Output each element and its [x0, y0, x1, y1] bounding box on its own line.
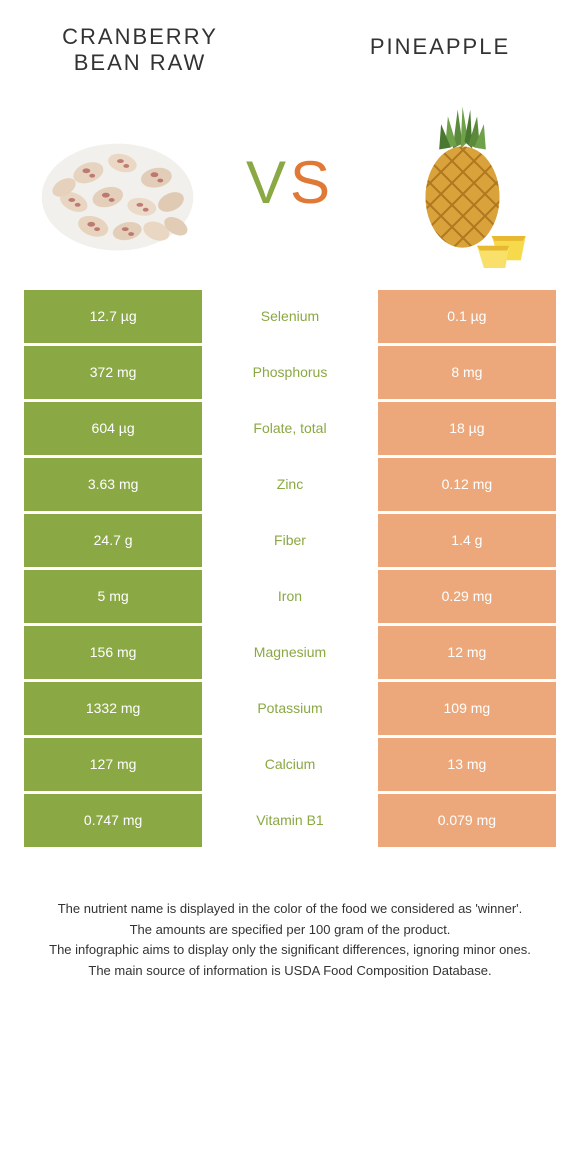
- left-value: 5 mg: [24, 570, 202, 623]
- left-value: 24.7 g: [24, 514, 202, 567]
- nutrient-row: 12.7 µgSelenium0.1 µg: [24, 290, 556, 343]
- footnote-line: The amounts are specified per 100 gram o…: [30, 921, 550, 940]
- left-food-title: CRANBERRY BEAN RAW: [40, 24, 240, 77]
- left-value: 3.63 mg: [24, 458, 202, 511]
- left-value: 372 mg: [24, 346, 202, 399]
- nutrient-name: Vitamin B1: [202, 794, 378, 847]
- right-food-image: [375, 95, 550, 270]
- right-food-title: PINEAPPLE: [340, 34, 540, 60]
- right-value: 0.12 mg: [378, 458, 556, 511]
- footnote-line: The infographic aims to display only the…: [30, 941, 550, 960]
- right-value: 18 µg: [378, 402, 556, 455]
- nutrient-row: 156 mgMagnesium12 mg: [24, 626, 556, 679]
- nutrient-row: 604 µgFolate, total18 µg: [24, 402, 556, 455]
- left-value: 156 mg: [24, 626, 202, 679]
- right-value: 0.29 mg: [378, 570, 556, 623]
- nutrient-row: 3.63 mgZinc0.12 mg: [24, 458, 556, 511]
- left-value: 1332 mg: [24, 682, 202, 735]
- footnote-line: The nutrient name is displayed in the co…: [30, 900, 550, 919]
- nutrient-row: 24.7 gFiber1.4 g: [24, 514, 556, 567]
- right-value: 12 mg: [378, 626, 556, 679]
- footnotes: The nutrient name is displayed in the co…: [0, 850, 580, 981]
- footnote-line: The main source of information is USDA F…: [30, 962, 550, 981]
- pineapple-icon: [375, 95, 550, 270]
- right-value: 0.079 mg: [378, 794, 556, 847]
- nutrient-row: 1332 mgPotassium109 mg: [24, 682, 556, 735]
- nutrient-row: 0.747 mgVitamin B10.079 mg: [24, 794, 556, 847]
- vs-s: S: [290, 149, 334, 216]
- right-value: 0.1 µg: [378, 290, 556, 343]
- nutrient-row: 5 mgIron0.29 mg: [24, 570, 556, 623]
- nutrient-row: 127 mgCalcium13 mg: [24, 738, 556, 791]
- left-value: 127 mg: [24, 738, 202, 791]
- nutrient-name: Magnesium: [202, 626, 378, 679]
- nutrient-row: 372 mgPhosphorus8 mg: [24, 346, 556, 399]
- left-value: 12.7 µg: [24, 290, 202, 343]
- nutrient-table: 12.7 µgSelenium0.1 µg372 mgPhosphorus8 m…: [24, 290, 556, 847]
- nutrient-name: Iron: [202, 570, 378, 623]
- left-value: 604 µg: [24, 402, 202, 455]
- nutrient-name: Potassium: [202, 682, 378, 735]
- infographic-container: CRANBERRY BEAN RAW PINEAPPLE: [0, 0, 580, 981]
- nutrient-name: Zinc: [202, 458, 378, 511]
- nutrient-name: Selenium: [202, 290, 378, 343]
- left-food-image: [30, 95, 205, 270]
- hero-row: VS: [0, 85, 580, 290]
- nutrient-name: Fiber: [202, 514, 378, 567]
- nutrient-name: Phosphorus: [202, 346, 378, 399]
- right-value: 8 mg: [378, 346, 556, 399]
- right-value: 1.4 g: [378, 514, 556, 567]
- right-value: 13 mg: [378, 738, 556, 791]
- header-row: CRANBERRY BEAN RAW PINEAPPLE: [0, 0, 580, 85]
- nutrient-name: Folate, total: [202, 402, 378, 455]
- vs-label: VS: [246, 148, 334, 217]
- cranberry-beans-icon: [30, 95, 205, 270]
- right-value: 109 mg: [378, 682, 556, 735]
- nutrient-name: Calcium: [202, 738, 378, 791]
- left-value: 0.747 mg: [24, 794, 202, 847]
- vs-v: V: [246, 149, 290, 216]
